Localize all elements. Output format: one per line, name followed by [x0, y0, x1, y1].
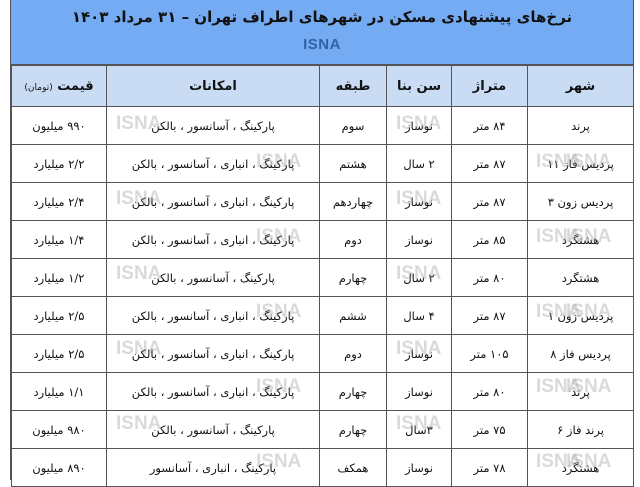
cell-area: ۸۰ متر [451, 372, 528, 411]
cell-features: پارکینگ ، انباری ، آسانسور ، بالکن [106, 144, 320, 183]
title-banner: نرخ‌های پیشنهادی مسکن در شهرهای اطراف ته… [11, 0, 633, 65]
cell-price: ۹۸۰ میلیون [11, 410, 107, 449]
table-row: پردیس فاز ۱۱ ۸۷ متر ۲ سال هشتم پارکینگ ، انب… [11, 144, 634, 183]
cell-age: ۲ سال [386, 258, 452, 297]
cell-price: ۲/۲ میلیارد [11, 144, 107, 183]
cell-area: ۸۷ متر [451, 144, 528, 183]
cell-floor: چهاردهم [319, 182, 387, 221]
price-table-card: نرخ‌های پیشنهادی مسکن در شهرهای اطراف ته… [10, 0, 634, 487]
header-age: سن بنا [386, 65, 452, 107]
cell-price: ۲/۵ میلیارد [11, 334, 107, 373]
cell-city: هشتگرد [527, 220, 634, 259]
header-price: قیمت (تومان) [11, 65, 107, 107]
cell-floor: هشتم [319, 144, 387, 183]
cell-features: پارکینگ ، انباری ، آسانسور ، بالکن [106, 334, 320, 373]
cell-features: پارکینگ ، انباری ، آسانسور ، بالکن [106, 182, 320, 221]
cell-floor: چهارم [319, 410, 387, 449]
table-row: پردیس زون ۳ ۸۷ متر نوساز چهاردهم پارکینگ ، ا… [11, 182, 634, 221]
cell-city: پرند فاز ۶ [527, 410, 634, 449]
cell-price: ۱/۲ میلیارد [11, 258, 107, 297]
cell-age: نوساز [386, 182, 452, 221]
page-title: نرخ‌های پیشنهادی مسکن در شهرهای اطراف ته… [71, 8, 573, 26]
header-features: امکانات [106, 65, 320, 107]
cell-features: پارکینگ ، آسانسور ، بالکن [106, 410, 320, 449]
cell-age: نوساز [386, 448, 452, 487]
cell-price: ۲/۵ میلیارد [11, 296, 107, 335]
cell-area: ۸۴ متر [451, 106, 528, 145]
cell-price: ۱/۴ میلیارد [11, 220, 107, 259]
cell-city: پردیس زون ۳ [527, 182, 634, 221]
cell-age: نوساز [386, 372, 452, 411]
table-row: پردیس زون ۱ ۸۷ متر ۴ سال ششم پارکینگ ، انبار… [11, 296, 634, 335]
cell-features: پارکینگ ، انباری ، آسانسور ، بالکن [106, 296, 320, 335]
cell-city: پردیس فاز ۸ [527, 334, 634, 373]
cell-floor: چهارم [319, 258, 387, 297]
table-row: هشتگرد ۷۸ متر نوساز همکف پارکینگ ، انباری ، … [11, 448, 634, 487]
cell-floor: همکف [319, 448, 387, 487]
cell-area: ۸۰ متر [451, 258, 528, 297]
header-area: متراژ [451, 65, 528, 107]
housing-price-table: شهر متراژ سن بنا طبقه امکانات قیمت (توما… [11, 65, 634, 487]
header-city: شهر [527, 65, 634, 107]
cell-floor: سوم [319, 106, 387, 145]
cell-area: ۸۵ متر [451, 220, 528, 259]
table-row: هشتگرد ۸۵ متر نوساز دوم پارکینگ ، انباری ، آ… [11, 220, 634, 259]
cell-floor: دوم [319, 334, 387, 373]
cell-city: هشتگرد [527, 258, 634, 297]
cell-features: پارکینگ ، انباری ، آسانسور [106, 448, 320, 487]
cell-city: پرند [527, 372, 634, 411]
cell-price: ۲/۴ میلیارد [11, 182, 107, 221]
cell-age: ۲ سال [386, 144, 452, 183]
cell-age: نوساز [386, 334, 452, 373]
cell-area: ۷۵ متر [451, 410, 528, 449]
cell-area: ۷۸ متر [451, 448, 528, 487]
cell-age: ۳سال [386, 410, 452, 449]
cell-floor: ششم [319, 296, 387, 335]
cell-city: پرند [527, 106, 634, 145]
cell-features: پارکینگ ، آسانسور ، بالکن [106, 106, 320, 145]
header-price-unit: (تومان) [24, 82, 53, 93]
table-row: پرند ۸۴ متر نوساز سوم پارکینگ ، آسانسور ، با… [11, 106, 634, 145]
cell-features: پارکینگ ، آسانسور ، بالکن [106, 258, 320, 297]
cell-price: ۹۹۰ میلیون [11, 106, 107, 145]
cell-price: ۸۹۰ میلیون [11, 448, 107, 487]
table-row: پردیس فاز ۸ ۱۰۵ متر نوساز دوم پارکینگ ، انبا… [11, 334, 634, 373]
header-floor: طبقه [319, 65, 387, 107]
table-row: پرند فاز ۶ ۷۵ متر ۳سال چهارم پارکینگ ، آسانس… [11, 410, 634, 449]
table-header-row: شهر متراژ سن بنا طبقه امکانات قیمت (توما… [11, 65, 634, 107]
cell-city: هشتگرد [527, 448, 634, 487]
cell-price: ۱/۱ میلیارد [11, 372, 107, 411]
cell-features: پارکینگ ، انباری ، آسانسور ، بالکن [106, 220, 320, 259]
header-price-label: قیمت [57, 78, 94, 94]
cell-age: نوساز [386, 220, 452, 259]
cell-features: پارکینگ ، انباری ، آسانسور ، بالکن [106, 372, 320, 411]
cell-floor: چهارم [319, 372, 387, 411]
cell-city: پردیس فاز ۱۱ [527, 144, 634, 183]
cell-area: ۱۰۵ متر [451, 334, 528, 373]
cell-area: ۸۷ متر [451, 296, 528, 335]
cell-area: ۸۷ متر [451, 182, 528, 221]
cell-age: ۴ سال [386, 296, 452, 335]
cell-city: پردیس زون ۱ [527, 296, 634, 335]
cell-floor: دوم [319, 220, 387, 259]
cell-age: نوساز [386, 106, 452, 145]
brand-logo: ISNA [303, 36, 341, 53]
table-row: هشتگرد ۸۰ متر ۲ سال چهارم پارکینگ ، آسانسور … [11, 258, 634, 297]
table-row: پرند ۸۰ متر نوساز چهارم پارکینگ ، انباری ، آ… [11, 372, 634, 411]
